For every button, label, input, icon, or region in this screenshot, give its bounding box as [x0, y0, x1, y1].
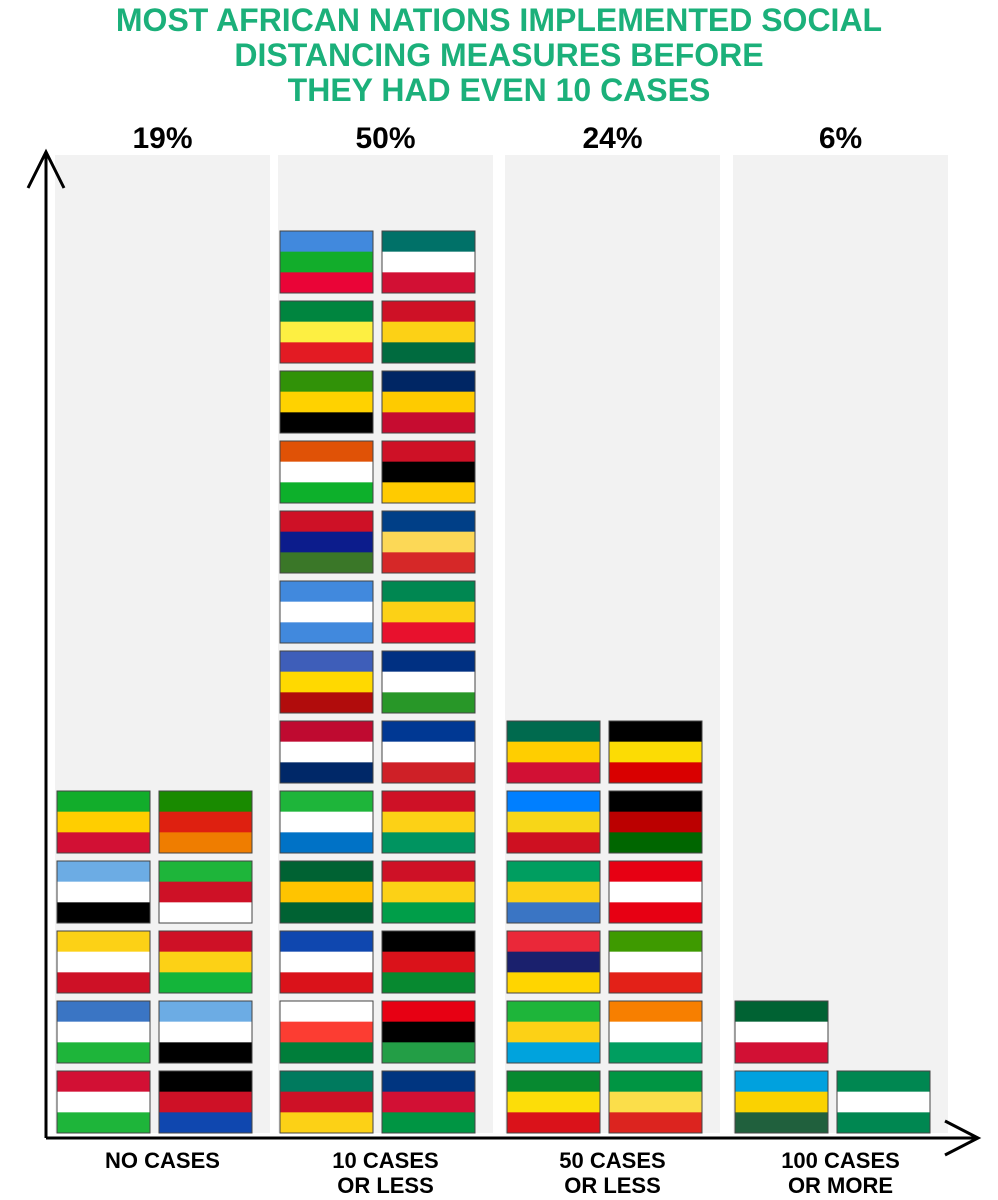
flag-bar-mark	[381, 860, 476, 924]
flag-bar-mark	[279, 580, 374, 644]
flag-bar-mark	[158, 860, 253, 924]
chart-title-line-1: MOST AFRICAN NATIONS IMPLEMENTED SOCIAL	[116, 2, 882, 38]
percent-label-1: 19%	[132, 122, 192, 155]
flag-bar-mark	[279, 300, 374, 364]
flag-bar-mark	[506, 860, 601, 924]
flag-bar-mark	[381, 1070, 476, 1134]
flag-bar-mark	[279, 930, 374, 994]
flag-bar-mark	[56, 790, 151, 854]
flag-bar-mark	[836, 1070, 931, 1134]
flag-bar-mark	[279, 650, 374, 714]
flag-bar-mark	[381, 790, 476, 854]
axes-layer	[26, 148, 982, 1157]
flag-bar-mark	[56, 1070, 151, 1134]
flag-bar-mark	[56, 860, 151, 924]
flag-bar-mark	[381, 650, 476, 714]
flag-bar-mark	[608, 860, 703, 924]
flag-bar-mark	[608, 1070, 703, 1134]
flag-bar-mark	[381, 1000, 476, 1064]
category-label-2-line-1: 10 CASES	[332, 1148, 438, 1173]
flags-layer	[56, 230, 931, 1134]
flag-bar-mark	[381, 930, 476, 994]
flag-bar-mark	[381, 510, 476, 574]
chart-title-line-3: THEY HAD EVEN 10 CASES	[288, 72, 711, 108]
category-label-3-line-2: OR LESS	[564, 1173, 661, 1198]
flag-bar-mark	[279, 790, 374, 854]
flag-bar-mark	[608, 790, 703, 854]
flag-bar-mark	[279, 720, 374, 784]
flag-bar-mark	[279, 510, 374, 574]
y-axis-arrow-icon	[26, 148, 66, 189]
flag-bar-mark	[381, 440, 476, 504]
flag-bar-mark	[158, 930, 253, 994]
flag-bar-mark	[608, 930, 703, 994]
percent-label-3: 24%	[582, 122, 642, 155]
flag-bar-mark	[56, 1000, 151, 1064]
category-label-1-line-1: NO CASES	[105, 1148, 220, 1173]
flag-bar-mark	[506, 1000, 601, 1064]
category-label-4-line-2: OR MORE	[788, 1173, 893, 1198]
flag-bar-mark	[608, 1000, 703, 1064]
flag-bar-mark	[381, 300, 476, 364]
flag-bar-mark	[734, 1070, 829, 1134]
flag-bar-mark	[279, 440, 374, 504]
flag-bar-mark	[279, 860, 374, 924]
flag-bar-mark	[279, 1000, 374, 1064]
flag-bar-mark	[608, 720, 703, 784]
flag-bar-mark	[381, 580, 476, 644]
flag-bar-mark	[506, 930, 601, 994]
chart-title-line-2: DISTANCING MEASURES BEFORE	[234, 37, 763, 73]
category-label-3-line-1: 50 CASES	[559, 1148, 665, 1173]
flag-bar-mark	[381, 370, 476, 434]
flag-bar-mark	[158, 1000, 253, 1064]
percent-label-4: 6%	[819, 122, 862, 155]
category-label-2-line-2: OR LESS	[337, 1173, 434, 1198]
flag-bar-mark	[56, 930, 151, 994]
flag-bar-mark	[381, 720, 476, 784]
flag-bar-mark	[158, 790, 253, 854]
flag-bar-mark	[279, 1070, 374, 1134]
flag-bar-mark	[506, 720, 601, 784]
column-4-background	[733, 155, 948, 1133]
flag-bar-mark	[506, 1070, 601, 1134]
flag-bar-mark	[734, 1000, 829, 1064]
flag-bar-mark	[506, 790, 601, 854]
flag-bar-mark	[158, 1070, 253, 1134]
flag-bar-mark	[381, 230, 476, 294]
x-axis-arrow-icon	[944, 1119, 982, 1157]
flag-bar-mark	[279, 370, 374, 434]
percent-label-2: 50%	[355, 122, 415, 155]
flag-bar-mark	[279, 230, 374, 294]
category-label-4-line-1: 100 CASES	[781, 1148, 900, 1173]
